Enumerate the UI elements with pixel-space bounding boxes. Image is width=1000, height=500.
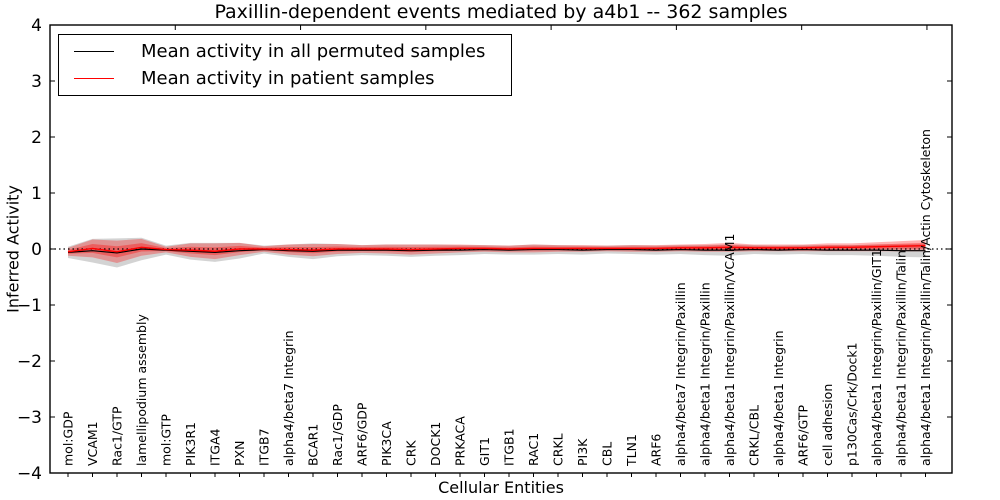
y-tick-label: −2 [17,352,42,372]
y-tick-label: 0 [31,240,42,260]
x-tick-label: PIK3R1 [183,422,198,466]
legend-item-permuted: Mean activity in all permuted samples [59,41,511,62]
y-tick-label: −4 [17,464,42,484]
patient-band-outer [68,238,926,263]
x-tick-label: CBL [600,442,615,466]
x-tick-label: mol:GDP [61,411,76,466]
x-tick-label: ITGB7 [257,428,272,466]
x-tick-label: PI3K [575,438,590,466]
x-tick-label: CRKL/CBL [747,405,762,466]
x-tick-label: alpha4/beta1 Integrin/Paxillin/VCAM1 [722,234,737,466]
x-tick-label: PRKACA [453,416,468,466]
permuted-mean-line [67,248,926,254]
x-axis-label: Cellular Entities [438,478,564,497]
legend-line-permuted-icon [74,51,114,52]
x-tick-label: GIT1 [477,437,492,466]
legend-label-patient: Mean activity in patient samples [141,68,435,89]
x-tick-label: VCAM1 [85,421,100,466]
x-tick-label: DOCK1 [428,422,443,466]
x-tick-label: CRKL [551,433,566,466]
x-tick-label: alpha4/beta1 Integrin/Paxillin/Talin [894,250,909,466]
x-tick-label: ARF6/GDP [355,402,370,466]
x-tick-label: cell adhesion [820,384,835,466]
y-tick-label: 2 [31,128,42,148]
y-tick-label: −3 [17,408,42,428]
x-tick-labels: mol:GDP VCAM1 Rac1/GTP lamellipodium assemb… [61,129,934,467]
x-tick-label: lamellipodium assembly [134,314,149,466]
x-tick-label: BCAR1 [306,424,321,466]
chart-title: Paxillin-dependent events mediated by a4… [214,1,788,23]
patient-mean-line [67,244,926,253]
plot-border [49,24,953,474]
x-tick-label: PIK3CA [379,421,394,466]
x-tick-label: alpha4/beta1 Integrin/Paxillin/Talin/Act… [918,129,933,466]
x-tick-label: ITGB1 [502,428,517,466]
x-tick-label: TLN1 [624,434,639,467]
x-tick-label: RAC1 [526,433,541,466]
y-tick-labels: 4 3 2 1 0 −1 −2 −3 −4 [17,16,42,484]
x-tick-label: alpha4/beta7 Integrin/Paxillin [673,282,688,466]
x-tick-label: p130Cas/Crk/Dock1 [845,342,860,466]
x-tick-label: alpha4/beta7 Integrin [281,330,296,466]
x-tick-label: alpha4/beta1 Integrin/Paxillin [698,282,713,466]
permuted-band [68,237,926,268]
y-tick-label: −1 [17,296,42,316]
x-tick-label: Rac1/GTP [110,406,125,466]
x-tick-label: Rac1/GDP [330,404,345,466]
y-tick-label: 4 [31,16,42,36]
x-tick-label: ITGA4 [208,428,223,466]
x-tick-label: CRK [404,440,419,466]
legend: Mean activity in all permuted samples Me… [58,34,512,96]
legend-item-patient: Mean activity in patient samples [59,68,511,89]
legend-label-permuted: Mean activity in all permuted samples [141,41,486,62]
x-tick-label: alpha4/beta1 Integrin [771,330,786,466]
x-tick-label: ARF6 [649,434,664,466]
x-tick-label: PXN [232,441,247,466]
y-tick-label: 1 [31,184,42,204]
x-tick-label: mol:GTP [159,414,174,466]
x-tick-label: ARF6/GTP [796,405,811,466]
legend-line-patient-icon [74,78,114,79]
y-tick-label: 3 [31,72,42,92]
x-tick-label: alpha4/beta1 Integrin/Paxillin/GIT1 [869,249,884,466]
